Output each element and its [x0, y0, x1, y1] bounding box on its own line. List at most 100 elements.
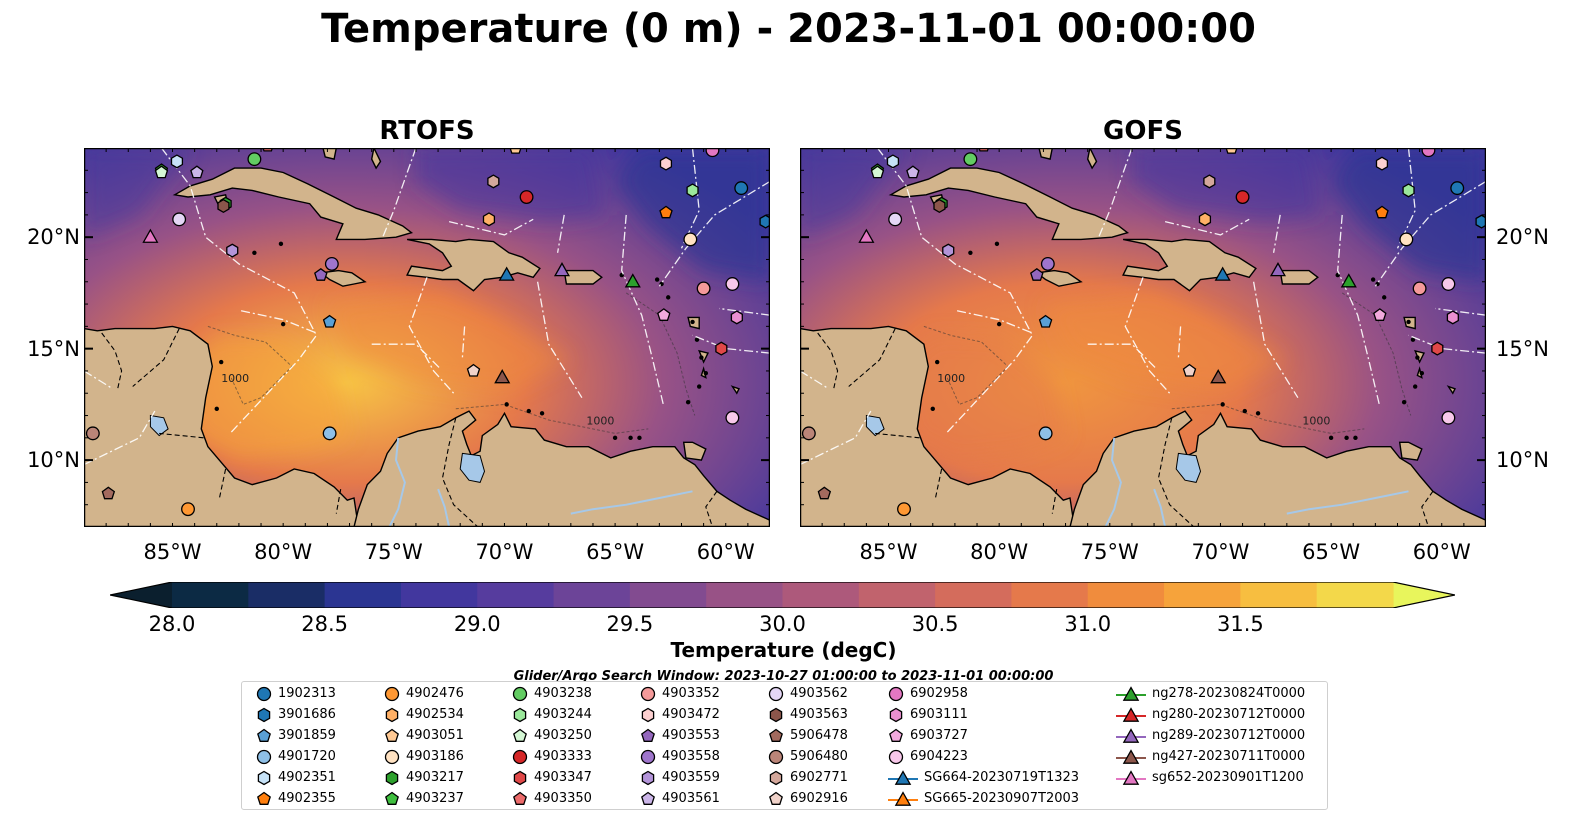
legend-label: 4903350 — [534, 791, 592, 806]
eez-boundary — [1374, 180, 1486, 287]
map-panel-rtofs[interactable]: 1000 1000 — [84, 148, 770, 527]
legend-entry: 4903051 — [384, 725, 464, 746]
legend-label: 3901859 — [278, 728, 336, 743]
legend-marker-icon — [384, 749, 400, 764]
legend-entry: 4903562 — [768, 683, 848, 704]
colorbar-tick-label: 29.5 — [606, 612, 654, 636]
warm-patch-nw-caribbean — [899, 335, 1066, 461]
bathymetry-contour — [455, 403, 649, 434]
legend-entry: 4903244 — [512, 704, 592, 725]
warm-patch-central — [327, 292, 571, 394]
legend-entry: 4903237 — [384, 788, 464, 809]
legend-entry: 6902958 — [888, 683, 968, 704]
legend-marker-icon — [888, 749, 904, 764]
small-island — [1401, 399, 1407, 405]
contour-label: 1000 — [221, 372, 249, 385]
eez-boundary — [800, 410, 872, 466]
float-marker-6904223 — [725, 410, 740, 425]
float-marker-4903561 — [906, 165, 920, 179]
float-marker-5906480 — [85, 426, 100, 441]
legend-label: 4902355 — [278, 791, 336, 806]
small-island — [690, 319, 695, 325]
float-marker-6903111 — [730, 310, 743, 325]
legend-circle-icon — [256, 686, 272, 701]
eez-boundary — [382, 148, 417, 238]
float-marker-sg652-20230901T1200 — [858, 228, 875, 243]
float-marker-4903558 — [324, 256, 339, 271]
legend-pentagon-icon — [385, 791, 399, 805]
land-puerto-rico — [563, 269, 603, 285]
colorbar — [110, 582, 1455, 608]
legend-entry: 5906480 — [768, 746, 848, 767]
float-marker-4903562 — [172, 212, 187, 227]
legend-entry: 4903350 — [512, 788, 592, 809]
eez-boundary — [692, 334, 770, 354]
land-bahamas-1 — [1038, 148, 1054, 160]
x-tick-label: 65°W — [1302, 540, 1361, 564]
eez-boundary — [876, 148, 1034, 434]
legend-entry: 4903347 — [512, 767, 592, 788]
float-marker-4903333 — [519, 190, 534, 204]
small-island — [1406, 319, 1411, 325]
legend-entry: sg652-20230901T1200 — [1116, 767, 1304, 788]
legend-entry: 6903727 — [888, 725, 968, 746]
legend-marker-icon — [257, 791, 271, 805]
legend-label: 4903472 — [662, 707, 720, 722]
small-island — [968, 250, 973, 255]
cool-patch-north-atlantic — [415, 148, 604, 222]
small-island — [628, 435, 633, 441]
legend-marker-icon — [768, 749, 784, 764]
legend-pentagon-icon — [641, 728, 655, 742]
legend-hexagon-icon — [889, 707, 903, 722]
float-marker-6903727 — [657, 308, 671, 321]
land-puerto-rico — [1279, 269, 1319, 285]
float-marker-4903562 — [888, 212, 903, 227]
legend-entry: 4902534 — [384, 704, 464, 725]
small-island — [996, 321, 1002, 327]
float-marker-ng278-20230824T0000 — [624, 273, 641, 288]
legend-marker-icon — [385, 791, 399, 805]
legend-entry: 4902351 — [256, 767, 336, 788]
small-island — [504, 402, 509, 407]
legend-label: 4902534 — [406, 707, 464, 722]
small-island — [612, 435, 618, 441]
lake-nicaragua — [865, 414, 885, 437]
float-marker-4903333 — [1235, 190, 1250, 204]
legend-label: 4903217 — [406, 770, 464, 785]
float-marker-4903051 — [509, 148, 522, 154]
cool-patch-east — [615, 148, 770, 282]
x-tick-label: 75°W — [1080, 540, 1139, 564]
small-island — [1419, 370, 1425, 376]
float-marker-SG664-20230719T1323 — [498, 266, 515, 281]
legend-marker-icon — [641, 791, 655, 805]
legend-entry: 4903558 — [640, 746, 720, 767]
land-hispaniola — [406, 238, 541, 292]
float-marker-ng427-20230711T0000 — [1210, 369, 1227, 384]
legend-circle-icon — [640, 749, 656, 764]
legend-marker-icon — [512, 686, 528, 701]
land-barbados — [1446, 385, 1456, 395]
small-island — [1220, 402, 1225, 407]
small-island — [699, 355, 704, 360]
legend-marker-icon — [513, 791, 527, 805]
legend-entry: 4903217 — [384, 767, 464, 788]
legend-entry: 4902355 — [256, 788, 336, 809]
country-border — [1421, 490, 1434, 527]
legend-label: 4903347 — [534, 770, 592, 785]
legend-entry: 4901720 — [256, 746, 336, 767]
float-marker-4902476 — [897, 502, 911, 517]
legend-entry: 3901686 — [256, 704, 336, 725]
legend-entry: ng280-20230712T0000 — [1116, 704, 1305, 725]
legend-marker-icon — [1116, 685, 1146, 701]
legend-entry: 4903472 — [640, 704, 720, 725]
map-panel-gofs[interactable]: 1000 1000 — [800, 148, 1486, 527]
legend-marker-icon — [513, 770, 527, 785]
legend-label: 4901720 — [278, 749, 336, 764]
float-marker-4903244 — [686, 183, 699, 198]
legend-marker-icon — [769, 707, 783, 722]
colorbar-segment — [172, 582, 249, 608]
legend-label: ng278-20230824T0000 — [1152, 686, 1306, 701]
legend-circle-icon — [768, 749, 784, 764]
land-central-america — [800, 325, 1076, 527]
y-tick-label-left: 10°N — [27, 448, 80, 473]
